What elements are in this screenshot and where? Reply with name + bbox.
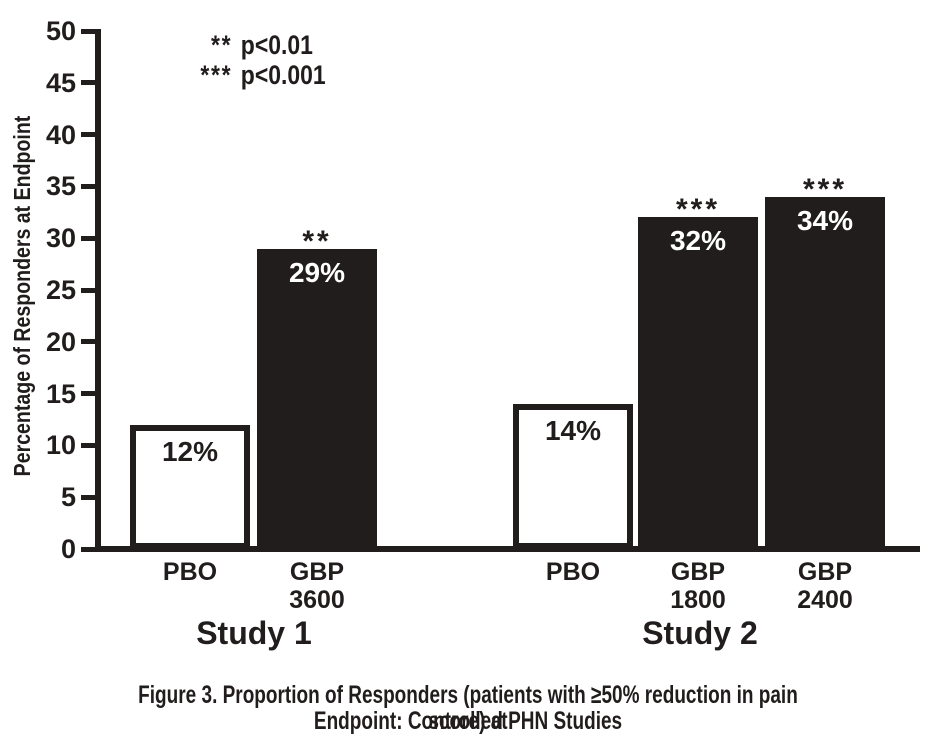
bar-study2-gbp-1800: 32% — [638, 217, 758, 549]
y-tick-label-10: 10 — [45, 430, 76, 461]
y-tick-label-45: 45 — [45, 67, 76, 98]
significance-marker-study2-gbp-1800: *** — [675, 193, 721, 227]
y-tick-mark-20 — [81, 339, 97, 345]
legend-row-p001: *** p<0.001 — [183, 60, 326, 90]
legend-row-p01: ** p<0.01 — [183, 30, 326, 60]
bar-axis-label-line-1: PBO — [162, 558, 218, 586]
y-tick-mark-50 — [81, 28, 97, 34]
bar-axis-label-study1-pbo: PBO — [120, 558, 260, 586]
y-tick-mark-0 — [81, 546, 97, 552]
bar-study1-gbp-3600: 29% — [257, 248, 377, 549]
y-tick-mark-15 — [81, 391, 97, 397]
bar-study2-pbo: 14% — [513, 403, 633, 549]
y-tick-mark-40 — [81, 132, 97, 138]
y-tick-label-5: 5 — [60, 482, 76, 513]
y-tick-label-40: 40 — [45, 119, 76, 150]
bar-value-label-study2-pbo: 14% — [544, 414, 602, 446]
y-tick-label-0: 0 — [60, 534, 76, 564]
y-tick-label-25: 25 — [45, 275, 76, 305]
x-axis-line — [95, 546, 920, 552]
bar-axis-label-study2-gbp-1800: GBP 1800 — [628, 558, 768, 614]
legend-symbol-triple-asterisk: *** — [200, 60, 233, 90]
bar-study2-gbp-2400: 34% — [765, 196, 885, 549]
figure-caption-line-2: Endpoint: Controlled PHN Studies — [313, 707, 623, 735]
significance-marker-study1-gbp-3600: ** — [302, 224, 332, 258]
bar-value-label-study2-gbp-1800: 32% — [669, 225, 727, 257]
bar-value-label-study1-pbo: 12% — [161, 435, 219, 467]
legend-symbol-double-asterisk: ** — [211, 30, 233, 60]
y-tick-label-50: 50 — [45, 16, 76, 46]
bar-axis-label-line-2: 3600 — [289, 586, 345, 614]
bar-axis-label-line-2: 1800 — [670, 586, 726, 614]
study-label-2: Study 2 — [642, 615, 758, 651]
y-tick-mark-45 — [81, 80, 97, 86]
bar-axis-label-study1-gbp-3600: GBP 3600 — [247, 558, 387, 614]
y-axis-line — [95, 29, 101, 552]
y-tick-label-15: 15 — [45, 378, 76, 409]
bar-value-label-study1-gbp-3600: 29% — [288, 256, 346, 288]
y-tick-mark-10 — [81, 442, 97, 448]
bar-axis-label-line-2: 2400 — [797, 586, 853, 614]
y-tick-mark-5 — [81, 494, 97, 500]
y-tick-label-30: 30 — [45, 223, 76, 254]
bar-axis-label-line-1: PBO — [545, 558, 601, 586]
y-tick-mark-35 — [81, 183, 97, 189]
bar-axis-label-study2-gbp-2400: GBP 2400 — [755, 558, 895, 614]
bar-axis-label-line-1: GBP — [670, 558, 726, 586]
significance-legend: ** p<0.01 *** p<0.001 — [183, 30, 326, 90]
bar-value-label-study2-gbp-2400: 34% — [796, 204, 854, 236]
bar-study1-pbo: 12% — [130, 424, 250, 549]
legend-text-p01: p<0.01 — [240, 30, 313, 60]
bar-axis-label-line-1: GBP — [797, 558, 853, 586]
y-tick-label-20: 20 — [45, 326, 76, 357]
figure-caption-line-1: Figure 3. Proportion of Responders (pati… — [138, 681, 798, 735]
study-label-1: Study 1 — [196, 615, 312, 651]
bar-axis-label-line-1: GBP — [289, 558, 345, 586]
bar-axis-label-study2-pbo: PBO — [503, 558, 643, 586]
legend-text-p001: p<0.001 — [240, 60, 326, 90]
y-tick-mark-25 — [81, 287, 97, 293]
y-tick-label-35: 35 — [45, 171, 76, 202]
significance-marker-study2-gbp-2400: *** — [802, 172, 848, 206]
y-tick-mark-30 — [81, 235, 97, 241]
